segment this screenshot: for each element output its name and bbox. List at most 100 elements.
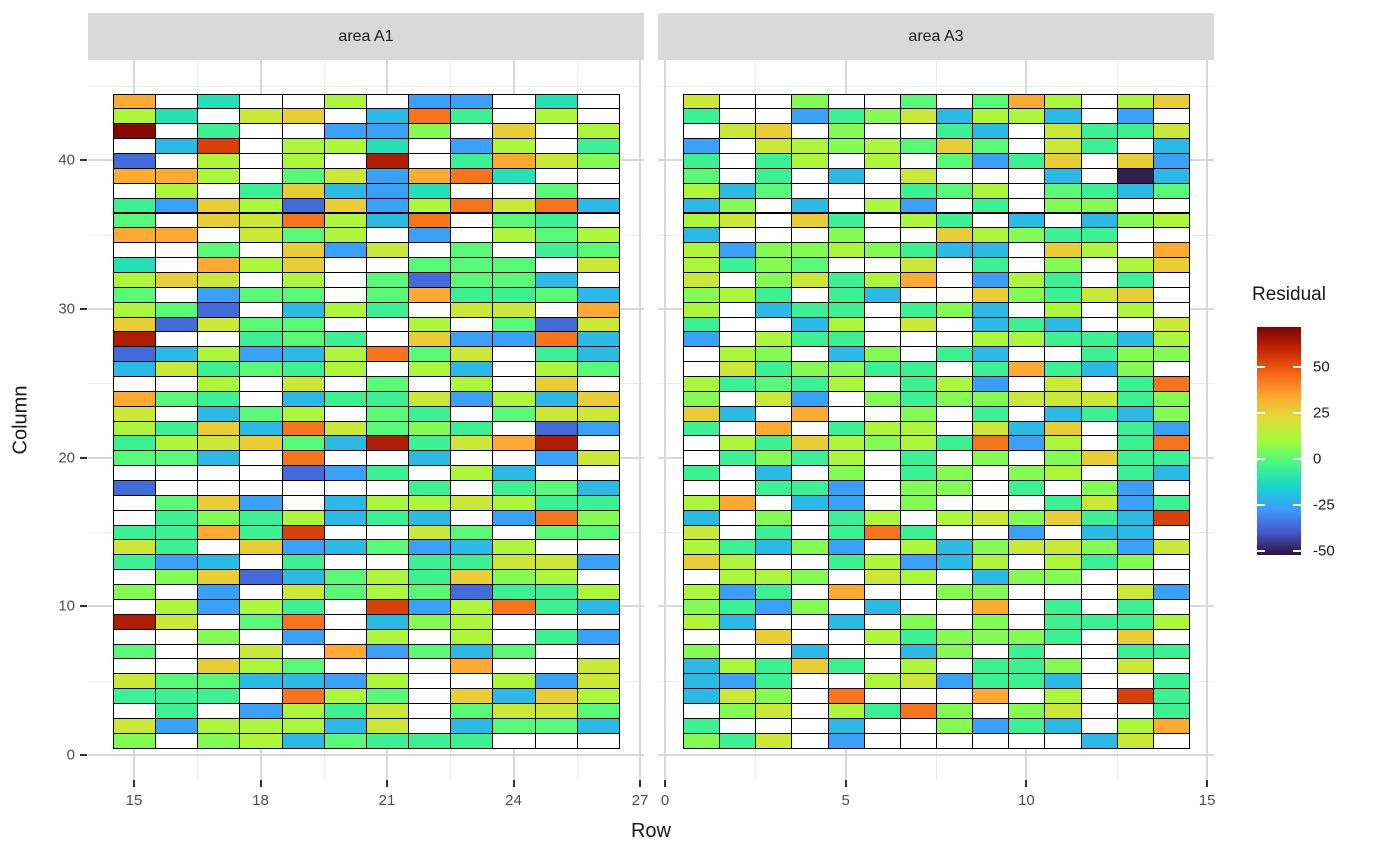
tile — [197, 375, 241, 392]
tile — [755, 138, 793, 155]
tile — [155, 390, 199, 407]
tile — [450, 257, 494, 273]
tile — [972, 480, 1010, 496]
legend-tick-mark — [1257, 458, 1265, 461]
tile — [972, 569, 1010, 586]
tile — [899, 435, 938, 452]
tile — [827, 435, 865, 452]
tile — [197, 331, 241, 348]
tile — [936, 227, 974, 244]
tile — [683, 584, 721, 600]
tile — [492, 717, 536, 734]
tile — [899, 361, 938, 377]
y-major-gridline — [88, 754, 644, 756]
tile — [365, 123, 410, 140]
tile — [1044, 286, 1082, 303]
tile — [323, 301, 367, 318]
tile — [112, 732, 157, 749]
tile — [1008, 227, 1046, 244]
tile — [365, 346, 410, 363]
tile — [936, 182, 974, 199]
tile — [1044, 554, 1082, 571]
tile — [683, 331, 721, 348]
tile — [936, 673, 974, 690]
tile — [197, 509, 241, 526]
tile — [827, 153, 865, 169]
tile — [197, 688, 241, 704]
tile — [281, 108, 325, 125]
tile — [791, 93, 829, 110]
tile — [863, 643, 901, 660]
tile — [899, 375, 938, 392]
tile — [827, 227, 865, 244]
tile — [899, 197, 938, 214]
tile — [1152, 197, 1190, 214]
tile — [112, 108, 157, 125]
tile — [755, 331, 793, 348]
tile — [936, 628, 974, 645]
tile — [1008, 375, 1046, 392]
tile — [683, 361, 721, 377]
tile — [155, 509, 199, 526]
tile — [1044, 346, 1082, 363]
y-tick-mark — [80, 605, 87, 608]
tile — [281, 138, 325, 155]
tile — [1116, 316, 1154, 333]
tile — [1044, 361, 1082, 377]
tile — [112, 197, 157, 214]
tile — [899, 569, 938, 586]
tile — [1044, 732, 1082, 749]
tile — [1008, 346, 1046, 363]
tile — [239, 242, 283, 259]
tile — [827, 628, 865, 645]
tile — [1008, 197, 1046, 214]
tile — [197, 732, 241, 749]
tile — [1044, 643, 1082, 660]
tile — [791, 598, 829, 615]
tile — [1008, 182, 1046, 199]
tile — [755, 480, 793, 496]
tile — [365, 643, 410, 660]
tile — [408, 673, 452, 690]
tile — [112, 509, 157, 526]
tile — [155, 182, 199, 199]
tile — [576, 598, 620, 615]
tile — [408, 732, 452, 749]
tile — [576, 732, 620, 749]
tile — [576, 494, 620, 511]
tile — [408, 123, 452, 140]
tile — [755, 732, 793, 749]
tile — [719, 242, 757, 259]
tile — [492, 375, 536, 392]
tile — [899, 643, 938, 660]
tile — [239, 480, 283, 496]
y-tick-label: 20 — [58, 449, 75, 467]
tile — [936, 153, 974, 169]
tile — [365, 658, 410, 675]
tile — [450, 717, 494, 734]
tile — [755, 494, 793, 511]
tile — [719, 108, 757, 125]
tile — [755, 628, 793, 645]
tile — [683, 509, 721, 526]
tile — [1152, 509, 1190, 526]
tile — [323, 524, 367, 541]
tile — [1080, 554, 1118, 571]
tile — [197, 702, 241, 719]
tile — [197, 257, 241, 273]
tile — [1116, 167, 1154, 184]
tile — [155, 212, 199, 229]
tile — [972, 524, 1010, 541]
tile — [323, 509, 367, 526]
tile — [972, 197, 1010, 214]
tile — [719, 167, 757, 184]
tile — [492, 242, 536, 259]
tile — [534, 242, 578, 259]
tile — [408, 182, 452, 199]
tile — [827, 494, 865, 511]
tile — [972, 123, 1010, 140]
x-tick-label: 27 — [631, 792, 649, 809]
tile — [1152, 301, 1190, 318]
tile — [197, 316, 241, 333]
tile — [899, 480, 938, 496]
